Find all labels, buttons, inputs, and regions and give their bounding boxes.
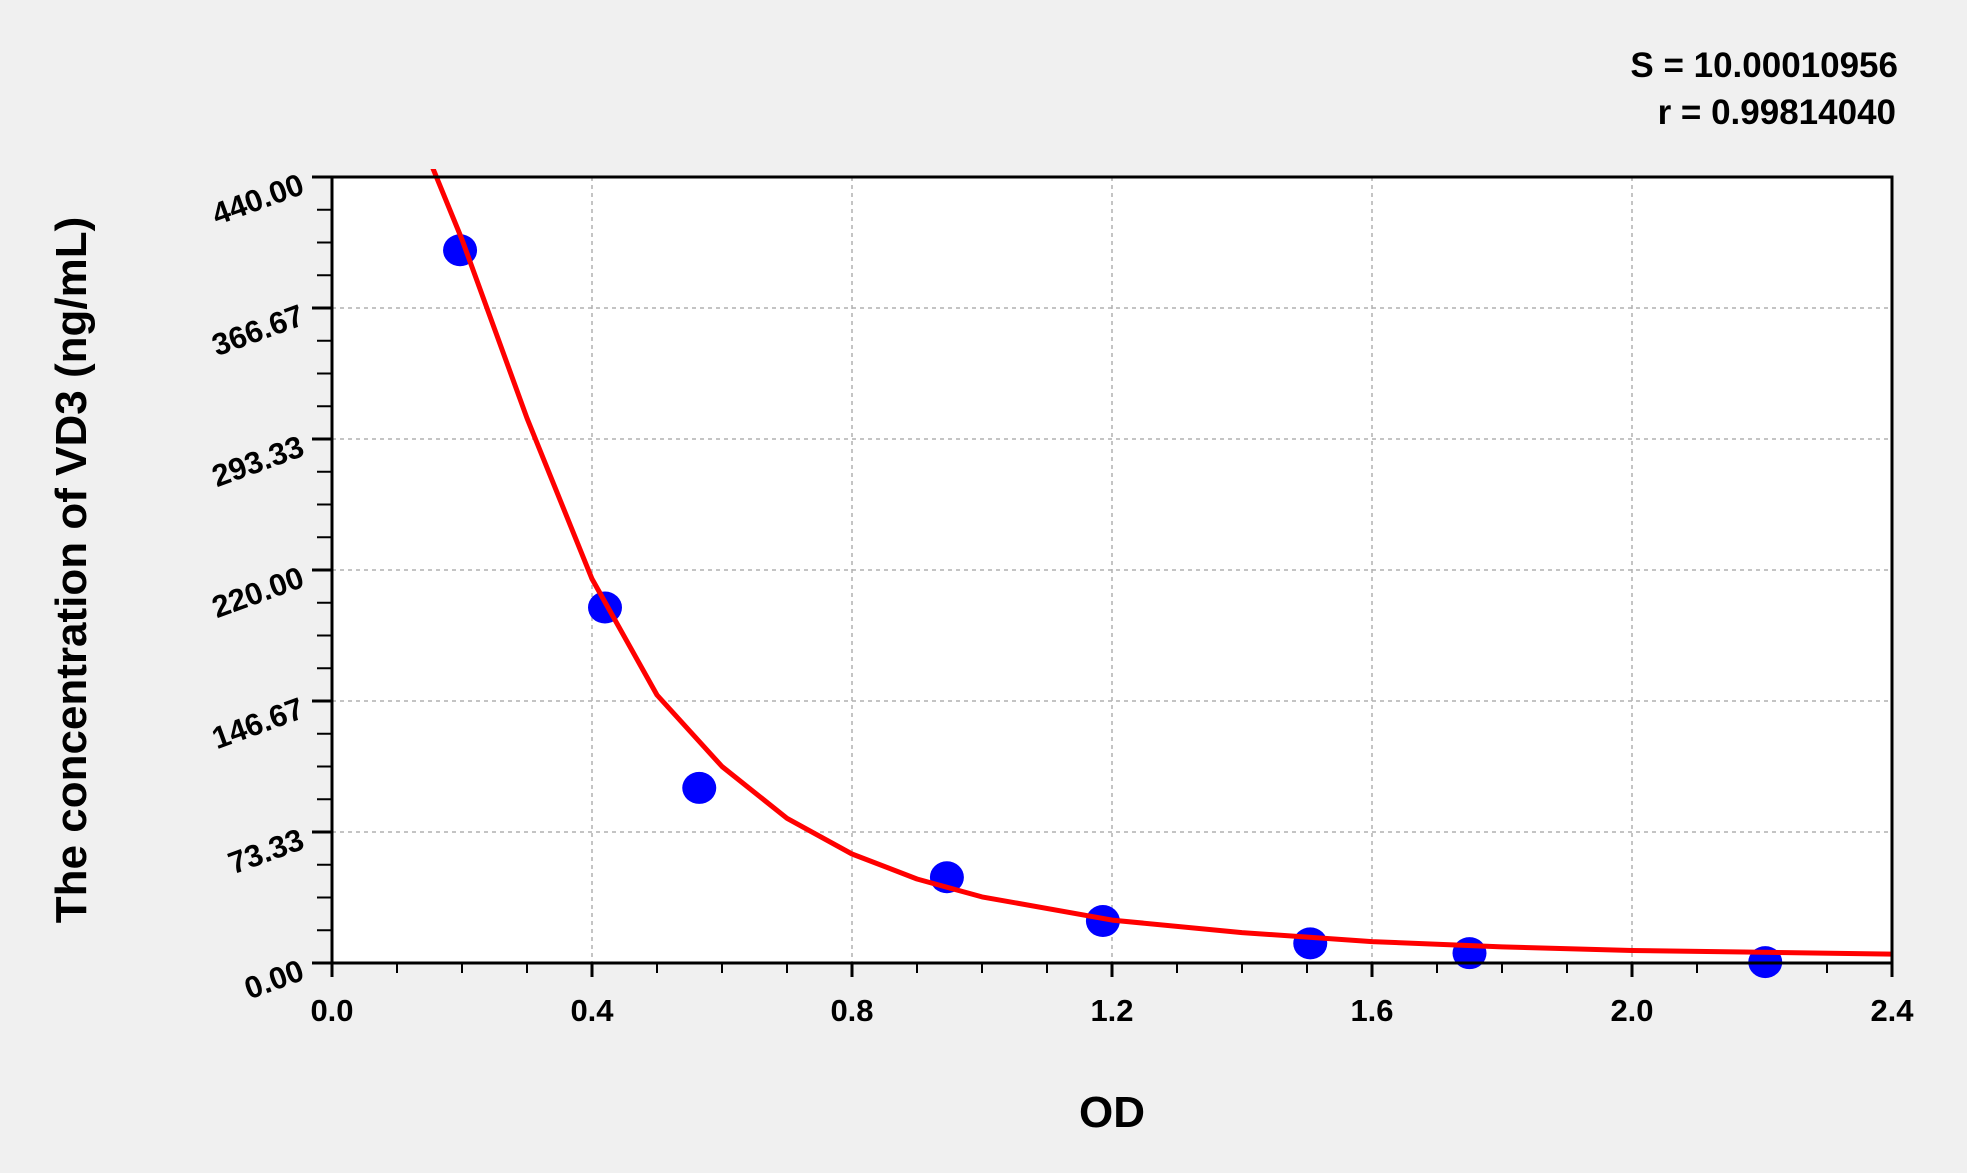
x-axis-title: OD xyxy=(1079,1088,1145,1137)
plot-frame xyxy=(330,175,1894,965)
y-axis-title: The concentration of VD3 (ng/mL) xyxy=(47,217,96,923)
y-tick-label: 146.67 xyxy=(207,691,308,756)
data-point xyxy=(682,771,717,804)
data-point xyxy=(1293,927,1328,960)
stat-s: S = 10.00010956 xyxy=(1630,46,1898,85)
y-tick-label: 73.33 xyxy=(224,822,309,881)
x-tick-label: 2.4 xyxy=(1870,993,1914,1028)
series-marks xyxy=(430,169,1892,979)
y-tick-label: 220.00 xyxy=(207,560,308,625)
x-tick-label: 0.8 xyxy=(830,993,873,1028)
grid-lines xyxy=(332,177,1892,963)
y-tick-label: 366.67 xyxy=(207,298,308,363)
x-tick-label: 1.2 xyxy=(1090,993,1133,1028)
axis-ticks xyxy=(312,175,1894,977)
x-tick-label: 0.4 xyxy=(570,993,614,1028)
data-point xyxy=(1085,905,1120,938)
x-tick-label: 2.0 xyxy=(1610,993,1653,1028)
x-tick-label: 0.0 xyxy=(310,993,353,1028)
y-tick-label: 440.00 xyxy=(207,167,308,232)
y-tick-label: 0.00 xyxy=(240,953,309,1007)
stat-r: r = 0.99814040 xyxy=(1658,93,1896,132)
y-tick-label: 293.33 xyxy=(207,429,308,494)
fitted-curve xyxy=(430,169,1892,957)
x-tick-label: 1.6 xyxy=(1350,993,1393,1028)
